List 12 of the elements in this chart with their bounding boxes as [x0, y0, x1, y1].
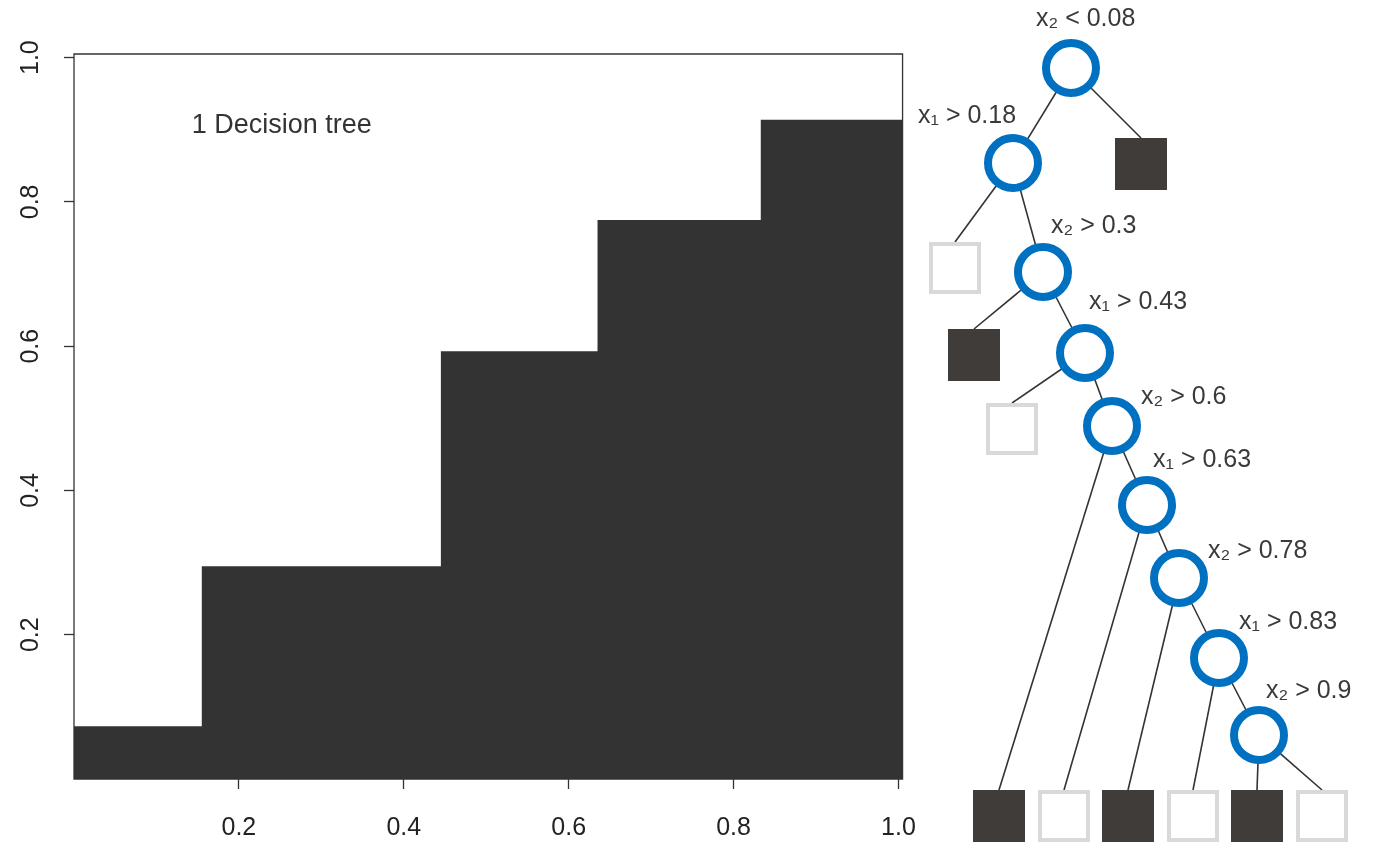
y-tick-label: 0.4	[14, 472, 43, 508]
annotation: 1 Decision tree	[191, 108, 372, 139]
x-tick-label: 0.4	[386, 811, 422, 840]
x-tick-label: 1.0	[881, 811, 916, 840]
x-tick-label: 0.2	[221, 811, 257, 840]
y-tick-label: 0.8	[14, 184, 43, 220]
y-tick-label: 0.6	[14, 328, 43, 364]
y-tick-label: 1.0	[14, 40, 43, 75]
text: x₂ < 0.08	[1036, 3, 1136, 31]
x-tick-label: 0.6	[551, 811, 587, 840]
y-tick-label: 0.2	[14, 617, 43, 653]
x-tick-label: 0.8	[716, 811, 751, 840]
